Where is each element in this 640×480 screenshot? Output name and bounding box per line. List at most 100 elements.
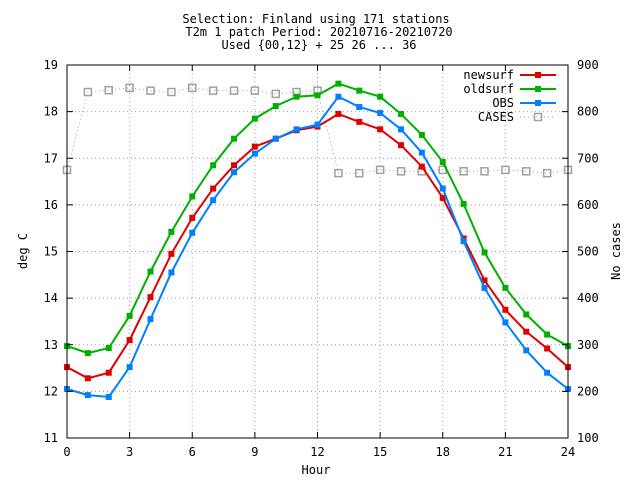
data-point	[147, 268, 154, 275]
data-point	[126, 337, 133, 344]
data-point	[502, 284, 509, 291]
data-point	[84, 350, 91, 357]
data-point	[439, 194, 446, 201]
data-point	[542, 168, 552, 178]
legend-swatch-marker	[535, 86, 541, 92]
data-point	[83, 87, 93, 97]
y-tick-label: 12	[44, 384, 58, 398]
legend-label: oldsurf	[463, 82, 514, 96]
legend-swatch-marker	[535, 100, 541, 106]
data-point	[125, 83, 134, 93]
axis-ticks: 0 3 6 9 12 15 18 21 24 11 12 13 14 15 16 17 18 19 100 200 30…	[44, 58, 599, 459]
data-point	[355, 168, 364, 178]
data-point	[251, 143, 258, 150]
legend-label: newsurf	[463, 68, 514, 82]
data-point	[523, 347, 530, 354]
data-point	[251, 115, 258, 122]
data-point	[147, 316, 154, 323]
legend-item-cases: CASES	[478, 110, 556, 124]
data-point	[229, 86, 239, 95]
x-tick-label: 0	[63, 445, 70, 459]
data-point	[188, 83, 197, 93]
data-point	[210, 185, 217, 192]
data-point	[126, 364, 133, 371]
data-point	[439, 185, 446, 192]
data-point	[481, 249, 488, 256]
legend-label: OBS	[492, 96, 514, 110]
data-point	[210, 197, 217, 204]
series-oldsurf	[64, 80, 571, 357]
data-point	[335, 93, 342, 100]
data-point	[335, 80, 342, 87]
title-line-1: Selection: Finland using 171 stations	[182, 12, 449, 26]
y2-tick-label: 600	[577, 198, 599, 212]
data-point	[523, 311, 530, 318]
x-tick-label: 18	[436, 445, 450, 459]
x-tick-label: 3	[126, 445, 133, 459]
y-tick-label: 18	[44, 105, 58, 119]
data-point	[104, 85, 113, 95]
data-point	[105, 393, 112, 400]
data-point	[377, 110, 384, 117]
data-point	[544, 345, 551, 352]
x-tick-label: 6	[189, 445, 196, 459]
data-point	[398, 110, 404, 117]
data-point	[480, 167, 489, 176]
data-point	[377, 93, 384, 100]
y-tick-label: 19	[44, 58, 58, 72]
data-point	[272, 135, 279, 142]
legend-label: CASES	[478, 110, 514, 124]
legend-item-obs: OBS	[492, 96, 556, 110]
data-point	[356, 87, 363, 94]
x-axis-label: Hour	[302, 463, 331, 477]
data-point	[481, 284, 488, 291]
title-line-3: Used {00,12} + 25 26 ... 36	[221, 38, 416, 52]
legend-swatch-marker	[533, 112, 543, 122]
data-point	[398, 142, 404, 149]
data-point	[334, 168, 343, 178]
data-point	[502, 319, 509, 326]
y2-tick-label: 100	[577, 431, 599, 445]
y-axis-label: deg C	[16, 233, 30, 269]
data-point	[335, 110, 342, 117]
y2-tick-label: 500	[577, 245, 599, 259]
data-point	[84, 375, 91, 382]
series-obs	[64, 93, 571, 400]
y-tick-label: 13	[44, 338, 58, 352]
y2-tick-label: 400	[577, 291, 599, 305]
y-tick-label: 16	[44, 198, 58, 212]
data-point	[314, 121, 321, 128]
data-point	[210, 162, 217, 169]
y2-axis-label: No cases	[609, 222, 623, 280]
data-point	[501, 165, 510, 175]
data-point	[502, 306, 509, 313]
data-point	[250, 86, 260, 95]
data-point	[293, 126, 300, 133]
y2-tick-label: 700	[577, 151, 599, 165]
title-line-2: T2m 1 patch Period: 20210716-20210720	[185, 25, 452, 39]
y-tick-label: 17	[44, 151, 58, 165]
data-point	[189, 214, 196, 221]
data-point	[356, 103, 363, 110]
data-point	[544, 331, 551, 338]
data-point	[418, 163, 425, 170]
y2-tick-label: 900	[577, 58, 599, 72]
data-point	[105, 345, 112, 352]
data-point	[189, 229, 196, 236]
y2-tick-label: 800	[577, 105, 599, 119]
data-point	[105, 369, 112, 376]
data-point	[272, 103, 279, 110]
data-point	[146, 86, 155, 95]
data-point	[356, 118, 363, 125]
data-point	[460, 238, 467, 245]
data-point	[231, 169, 237, 176]
chart-title: Selection: Finland using 171 stations T2…	[182, 12, 452, 52]
x-tick-label: 9	[251, 445, 258, 459]
legend-item-newsurf: newsurf	[463, 68, 556, 82]
data-point	[167, 87, 176, 97]
data-point	[418, 149, 425, 156]
y2-tick-label: 200	[577, 384, 599, 398]
data-point	[398, 126, 404, 133]
y2-tick-label: 300	[577, 338, 599, 352]
